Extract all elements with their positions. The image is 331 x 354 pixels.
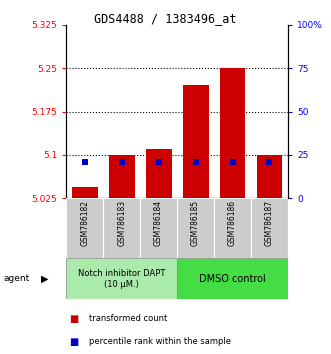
- Bar: [109, 155, 135, 198]
- Point: [82, 159, 87, 165]
- Bar: [103, 198, 140, 258]
- Point: [119, 159, 124, 165]
- Text: GSM786185: GSM786185: [191, 200, 200, 246]
- Bar: [251, 198, 288, 258]
- Text: GSM786186: GSM786186: [228, 200, 237, 246]
- Text: GSM786184: GSM786184: [154, 200, 163, 246]
- Point: [156, 159, 161, 165]
- Bar: [66, 198, 103, 258]
- Text: GSM786187: GSM786187: [265, 200, 274, 246]
- Point: [267, 159, 272, 165]
- Bar: [177, 258, 288, 299]
- Bar: [219, 68, 246, 198]
- Text: GSM786182: GSM786182: [80, 200, 89, 246]
- Text: agent: agent: [3, 274, 29, 283]
- Bar: [66, 258, 177, 299]
- Bar: [214, 198, 251, 258]
- Bar: [140, 198, 177, 258]
- Bar: [183, 86, 209, 198]
- Text: GDS4488 / 1383496_at: GDS4488 / 1383496_at: [94, 12, 237, 25]
- Text: transformed count: transformed count: [89, 314, 167, 323]
- Text: ■: ■: [70, 337, 79, 347]
- Bar: [177, 198, 214, 258]
- Point: [193, 159, 198, 165]
- Text: Notch inhibitor DAPT
(10 μM.): Notch inhibitor DAPT (10 μM.): [78, 269, 165, 289]
- Text: ■: ■: [70, 314, 79, 324]
- Text: GSM786183: GSM786183: [117, 200, 126, 246]
- Bar: [146, 149, 171, 198]
- Text: DMSO control: DMSO control: [199, 274, 266, 284]
- Bar: [257, 155, 282, 198]
- Text: ▶: ▶: [41, 274, 49, 284]
- Point: [230, 159, 235, 165]
- Text: percentile rank within the sample: percentile rank within the sample: [89, 337, 231, 346]
- Bar: [72, 187, 98, 198]
